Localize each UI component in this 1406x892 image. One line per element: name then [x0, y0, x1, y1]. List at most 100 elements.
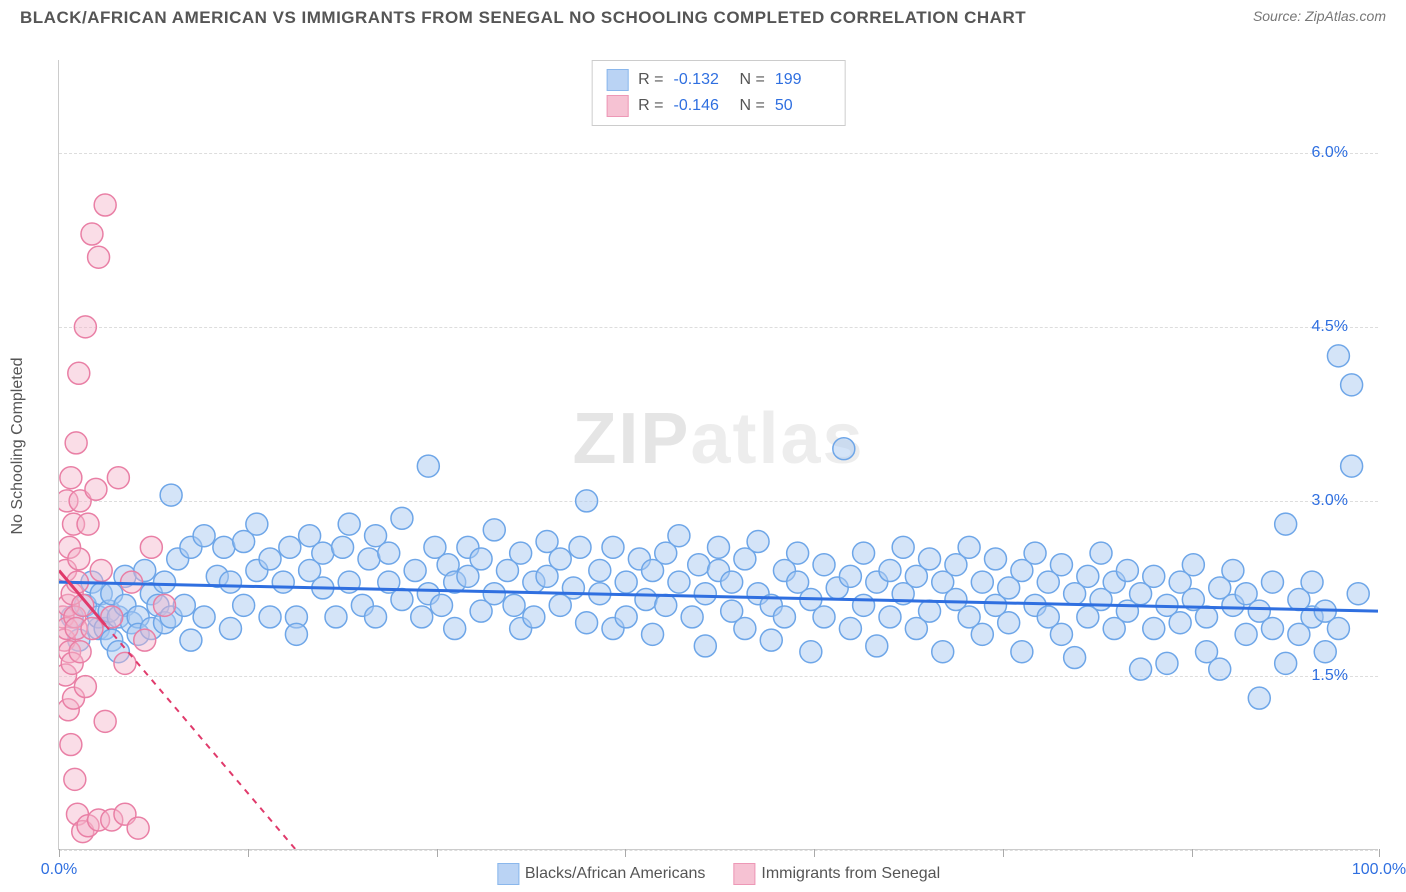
scatter-point — [721, 571, 743, 593]
scatter-point — [919, 548, 941, 570]
x-tick-label: 0.0% — [41, 861, 77, 879]
scatter-point — [74, 316, 96, 338]
scatter-point — [523, 606, 545, 628]
scatter-point — [219, 618, 241, 640]
x-tick — [1379, 849, 1380, 857]
scatter-point — [1261, 571, 1283, 593]
legend-n-value: 199 — [775, 71, 831, 89]
scatter-point — [1248, 687, 1270, 709]
scatter-point — [1156, 652, 1178, 674]
scatter-point — [1314, 641, 1336, 663]
scatter-point — [1182, 554, 1204, 576]
scatter-point — [213, 536, 235, 558]
scatter-point — [114, 652, 136, 674]
scatter-point — [800, 641, 822, 663]
scatter-point — [919, 600, 941, 622]
scatter-point — [562, 577, 584, 599]
x-tick — [625, 849, 626, 857]
scatter-point — [1090, 542, 1112, 564]
scatter-point — [510, 542, 532, 564]
y-axis-label: No Schooling Completed — [9, 358, 27, 535]
scatter-point — [90, 560, 112, 582]
plot-svg — [59, 60, 1378, 849]
scatter-point — [1011, 641, 1033, 663]
scatter-point — [694, 583, 716, 605]
scatter-point — [602, 536, 624, 558]
scatter-point — [69, 641, 91, 663]
scatter-point — [1050, 623, 1072, 645]
x-tick-label: 100.0% — [1352, 861, 1406, 879]
scatter-point — [325, 606, 347, 628]
scatter-point — [60, 734, 82, 756]
scatter-point — [127, 817, 149, 839]
scatter-point — [688, 554, 710, 576]
source-label: Source: ZipAtlas.com — [1253, 8, 1386, 24]
scatter-point — [74, 676, 96, 698]
legend-correlation: R =-0.132N =199R =-0.146N =50 — [591, 60, 846, 126]
scatter-point — [365, 606, 387, 628]
scatter-point — [85, 478, 107, 500]
scatter-point — [1301, 571, 1323, 593]
scatter-point — [642, 623, 664, 645]
scatter-point — [193, 606, 215, 628]
scatter-point — [971, 623, 993, 645]
scatter-point — [773, 606, 795, 628]
scatter-point — [1024, 542, 1046, 564]
scatter-point — [391, 507, 413, 529]
chart-header: BLACK/AFRICAN AMERICAN VS IMMIGRANTS FRO… — [0, 0, 1406, 32]
scatter-point — [193, 525, 215, 547]
scatter-point — [94, 710, 116, 732]
scatter-point — [160, 484, 182, 506]
scatter-point — [853, 542, 875, 564]
legend-r-value: -0.132 — [674, 71, 730, 89]
scatter-point — [1341, 455, 1363, 477]
scatter-point — [134, 629, 156, 651]
scatter-point — [866, 635, 888, 657]
scatter-point — [1222, 560, 1244, 582]
legend-swatch — [606, 95, 628, 117]
legend-n-label: N = — [740, 71, 765, 89]
scatter-point — [576, 612, 598, 634]
legend-series-label: Blacks/African Americans — [525, 865, 706, 882]
x-tick — [1003, 849, 1004, 857]
x-tick — [1192, 849, 1193, 857]
scatter-point — [576, 490, 598, 512]
scatter-point — [68, 548, 90, 570]
chart-plot-area: ZIPatlas R =-0.132N =199R =-0.146N =50 B… — [58, 60, 1378, 850]
scatter-point — [615, 571, 637, 593]
scatter-point — [1347, 583, 1369, 605]
scatter-point — [77, 513, 99, 535]
scatter-point — [1209, 658, 1231, 680]
scatter-point — [1341, 374, 1363, 396]
scatter-point — [64, 768, 86, 790]
scatter-point — [431, 594, 453, 616]
scatter-point — [154, 594, 176, 616]
x-tick — [59, 849, 60, 857]
scatter-point — [81, 618, 103, 640]
scatter-point — [839, 618, 861, 640]
scatter-point — [1143, 565, 1165, 587]
legend-series-label: Immigrants from Senegal — [761, 865, 940, 882]
legend-swatch — [606, 69, 628, 91]
scatter-point — [734, 618, 756, 640]
scatter-point — [65, 432, 87, 454]
scatter-point — [747, 531, 769, 553]
chart-title: BLACK/AFRICAN AMERICAN VS IMMIGRANTS FRO… — [20, 8, 1026, 28]
legend-correlation-row: R = -0.132 N = 199 — [606, 67, 831, 93]
scatter-point — [1064, 647, 1086, 669]
scatter-point — [1196, 606, 1218, 628]
scatter-point — [1261, 618, 1283, 640]
legend-r-label: R = — [638, 71, 663, 89]
scatter-point — [60, 467, 82, 489]
scatter-point — [708, 536, 730, 558]
scatter-point — [503, 594, 525, 616]
scatter-point — [259, 606, 281, 628]
scatter-point — [589, 560, 611, 582]
scatter-point — [879, 606, 901, 628]
scatter-point — [411, 606, 433, 628]
scatter-point — [839, 565, 861, 587]
scatter-point — [1143, 618, 1165, 640]
scatter-point — [470, 548, 492, 570]
scatter-point — [81, 223, 103, 245]
scatter-point — [246, 513, 268, 535]
